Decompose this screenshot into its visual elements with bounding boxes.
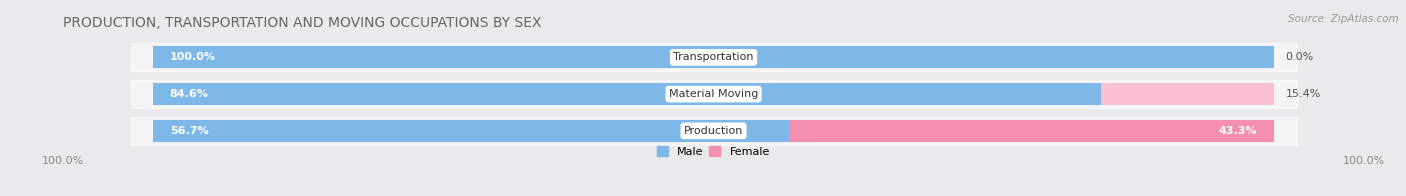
Text: 100.0%: 100.0% <box>170 52 215 62</box>
Text: Transportation: Transportation <box>673 52 754 62</box>
Text: 84.6%: 84.6% <box>170 89 208 99</box>
Bar <box>789 120 1274 142</box>
Text: PRODUCTION, TRANSPORTATION AND MOVING OCCUPATIONS BY SEX: PRODUCTION, TRANSPORTATION AND MOVING OC… <box>63 16 541 30</box>
Bar <box>131 43 1296 71</box>
Bar <box>153 83 1274 105</box>
Text: 56.7%: 56.7% <box>170 126 208 136</box>
Bar <box>153 83 1101 105</box>
Legend: Male, Female: Male, Female <box>658 146 769 157</box>
Text: Production: Production <box>683 126 744 136</box>
Bar <box>1101 83 1274 105</box>
Text: Material Moving: Material Moving <box>669 89 758 99</box>
Bar <box>153 46 1274 68</box>
Text: 15.4%: 15.4% <box>1285 89 1320 99</box>
Text: Source: ZipAtlas.com: Source: ZipAtlas.com <box>1288 14 1399 24</box>
Text: 43.3%: 43.3% <box>1219 126 1257 136</box>
Bar <box>153 120 789 142</box>
Bar <box>131 117 1296 145</box>
Text: 0.0%: 0.0% <box>1285 52 1313 62</box>
Bar <box>153 46 1274 68</box>
Bar <box>153 120 1274 142</box>
Bar <box>131 80 1296 108</box>
